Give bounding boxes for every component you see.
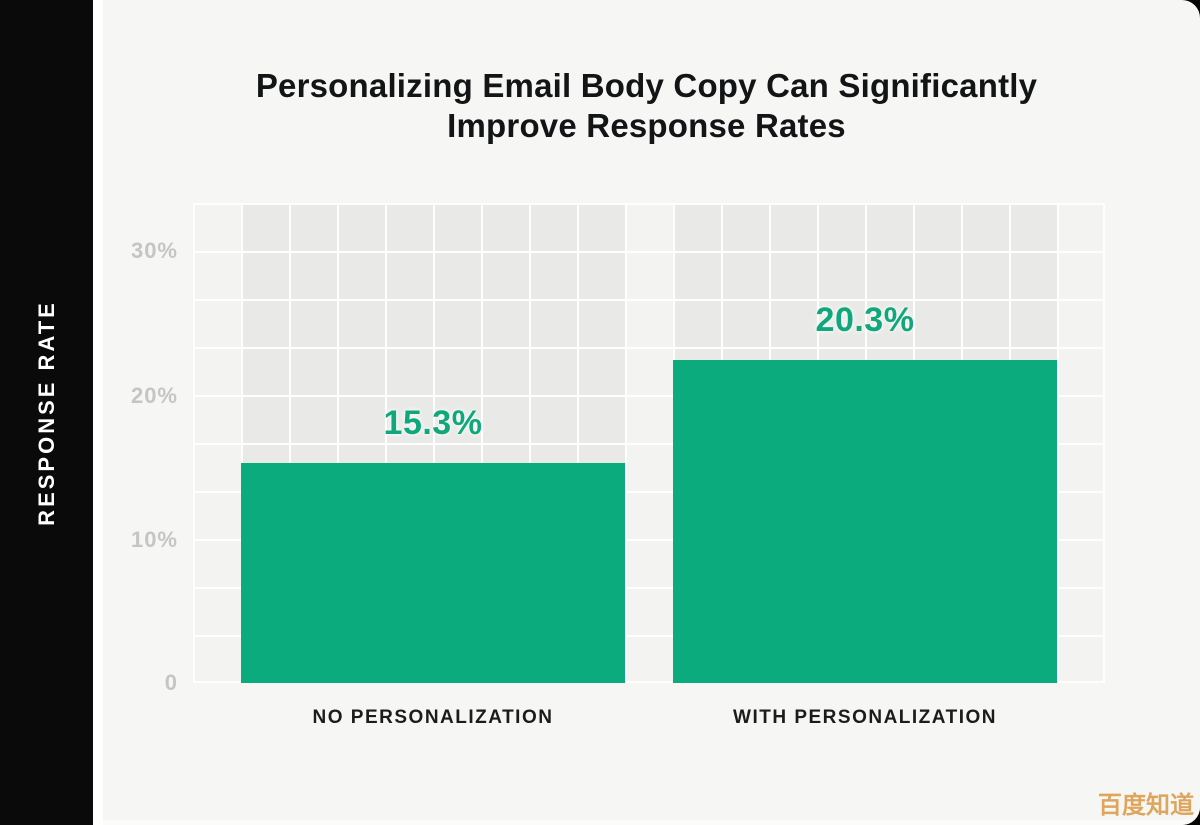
bar-no-personalization bbox=[241, 463, 625, 683]
x-category-label-with-personalization: WITH PERSONALIZATION bbox=[733, 707, 997, 728]
plot-area: 15.3% 20.3% bbox=[193, 203, 1105, 683]
chart-title-line-1: Personalizing Email Body Copy Can Signif… bbox=[255, 67, 1038, 104]
y-tick-30: 30% bbox=[130, 238, 178, 263]
y-tick-20: 20% bbox=[130, 383, 178, 408]
x-category-label-no-personalization: NO PERSONALIZATION bbox=[312, 707, 554, 728]
sidebar: RESPONSE RATE bbox=[0, 0, 93, 825]
y-tick-0: 0 bbox=[164, 670, 178, 695]
chart-title-line-2: Improve Response Rates bbox=[447, 107, 846, 144]
chart-card: Personalizing Email Body Copy Can Signif… bbox=[93, 0, 1200, 825]
y-axis-title: RESPONSE RATE bbox=[33, 299, 59, 526]
bar-column-no-personalization: 15.3% bbox=[241, 203, 625, 683]
chart-title: Personalizing Email Body Copy Can Signif… bbox=[93, 66, 1200, 146]
y-tick-10: 10% bbox=[130, 527, 178, 552]
value-label-with-personalization: 20.3% bbox=[815, 301, 915, 339]
bar-column-with-personalization: 20.3% bbox=[673, 203, 1057, 683]
watermark: 百度知道 bbox=[1098, 792, 1194, 819]
value-label-no-personalization: 15.3% bbox=[383, 404, 483, 442]
bar-with-personalization bbox=[673, 360, 1057, 683]
